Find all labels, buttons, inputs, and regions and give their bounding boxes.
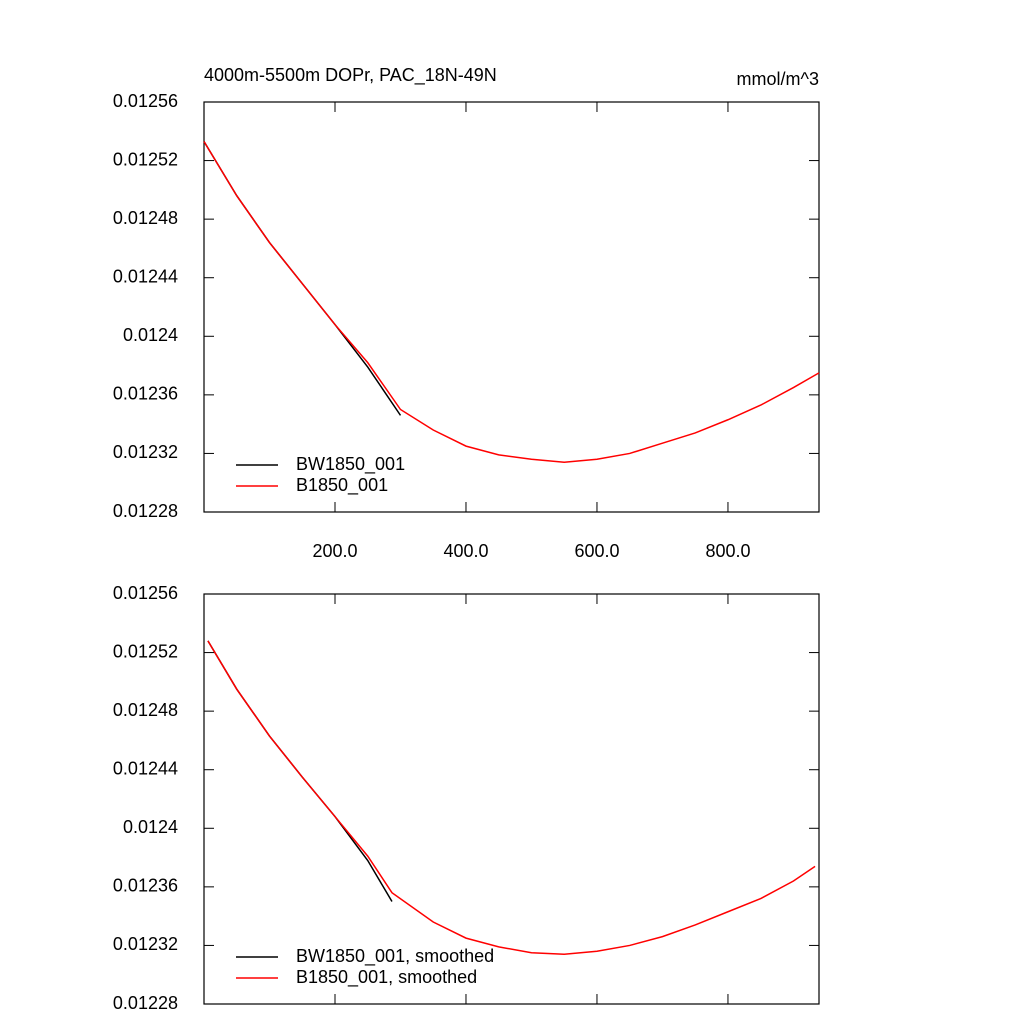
x-tick-label: 400.0 [443,541,488,561]
y-tick-label: 0.01244 [113,266,178,286]
y-tick-label: 0.01256 [113,583,178,603]
y-tick-label: 0.01244 [113,758,178,778]
series-line [207,640,393,902]
x-tick-label: 200.0 [312,541,357,561]
series-line [207,640,816,955]
y-tick-label: 0.01252 [113,149,178,169]
y-tick-label: 0.01232 [113,442,178,462]
y-tick-label: 0.01236 [113,384,178,404]
x-tick-label: 800.0 [705,541,750,561]
y-tick-label: 0.01236 [113,876,178,896]
chart-title: 4000m-5500m DOPr, PAC_18N-49N [204,65,497,86]
series-line [203,141,820,463]
y-tick-label: 0.01228 [113,993,178,1013]
y-tick-label: 0.01228 [113,501,178,521]
series-line [203,141,402,416]
plot-frame [203,593,820,1005]
legend-label: B1850_001, smoothed [296,967,477,988]
y-tick-label: 0.01256 [113,91,178,111]
y-tick-label: 0.0124 [123,817,178,837]
legend-label: BW1850_001, smoothed [296,946,494,967]
y-tick-label: 0.01248 [113,208,178,228]
y-tick-label: 0.01232 [113,934,178,954]
legend-label: B1850_001 [296,475,388,496]
y-tick-label: 0.01248 [113,700,178,720]
y-tick-label: 0.01252 [113,641,178,661]
legend-label: BW1850_001 [296,454,405,475]
y-tick-label: 0.0124 [123,325,178,345]
plot-frame [203,101,820,513]
units-label: mmol/m^3 [737,69,819,89]
x-tick-label: 600.0 [574,541,619,561]
